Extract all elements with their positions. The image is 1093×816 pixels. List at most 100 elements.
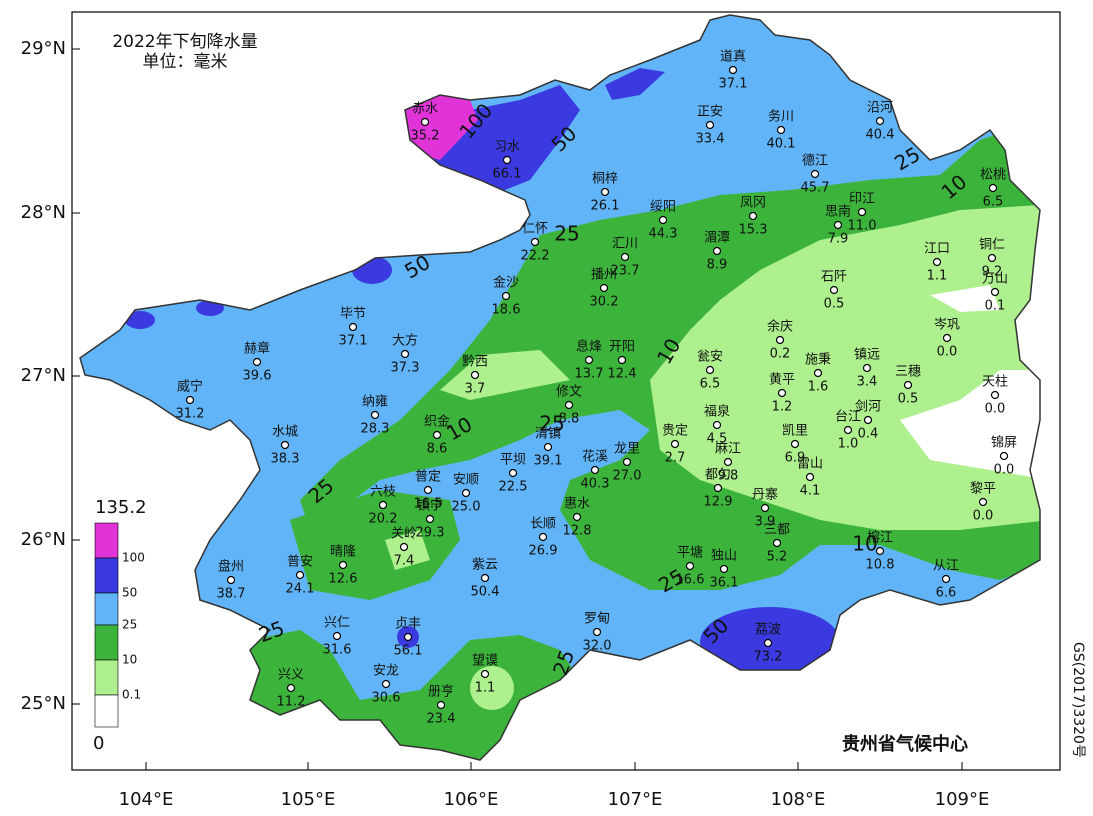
station-dot [978, 497, 988, 507]
station-dot [403, 632, 413, 642]
station-dot [590, 465, 600, 475]
legend-level: 50 [122, 586, 137, 600]
contour-label: 25 [539, 412, 564, 436]
station-value: 27.0 [613, 469, 642, 484]
station-dot [728, 65, 738, 75]
station-value: 50.4 [471, 585, 500, 600]
station-value: 8.6 [427, 442, 448, 457]
station-value: 22.5 [499, 480, 528, 495]
station-name: 正安 [697, 105, 723, 120]
station-dot [833, 220, 843, 230]
station-dot [772, 538, 782, 548]
station-name: 独山 [711, 549, 737, 564]
station-name: 印江 [849, 192, 875, 207]
legend-max: 135.2 [95, 497, 147, 518]
station-dot [381, 679, 391, 689]
lon-label: 105°E [281, 789, 336, 810]
station-value: 10.8 [866, 558, 895, 573]
field-0-10 [385, 530, 430, 570]
credit: 贵州省气候中心 [842, 733, 968, 755]
station-value: 31.2 [176, 407, 205, 422]
station-dot [723, 457, 733, 467]
station-name: 务川 [768, 109, 794, 125]
legend-level: 25 [122, 618, 137, 632]
station-dot [400, 349, 410, 359]
field-0 [930, 285, 1000, 312]
station-value: 30.2 [590, 295, 619, 310]
station-name: 雷山 [797, 457, 823, 472]
station-dot [670, 439, 680, 449]
station-value: 0.4 [858, 427, 879, 442]
station-dot [286, 683, 296, 693]
station-value: 37.1 [719, 77, 748, 92]
station-value: 0.5 [824, 297, 845, 312]
station-value: 0.5 [898, 392, 919, 407]
station-name: 安顺 [453, 473, 479, 488]
station-value: 39.1 [534, 454, 563, 469]
station-dot [863, 415, 873, 425]
station-name: 从江 [933, 559, 959, 574]
field-0-10 [440, 350, 570, 400]
station-name: 黎平 [970, 482, 996, 497]
station-dot [713, 483, 723, 493]
station-name: 凯里 [782, 424, 808, 439]
station-name: 凤冈 [740, 196, 766, 211]
station-dot [538, 532, 548, 542]
station-value: 23.4 [427, 712, 456, 727]
station-value: 8.9 [707, 258, 728, 273]
station-name: 麻江 [715, 442, 741, 457]
station-dot [658, 215, 668, 225]
field-50-100 [605, 68, 665, 100]
station-value: 26.9 [529, 544, 558, 559]
station-value: 16.6 [676, 573, 705, 588]
station-value: 40.3 [581, 477, 610, 492]
station-dot [185, 395, 195, 405]
station-name: 丹寨 [752, 487, 778, 503]
station-dot [338, 560, 348, 570]
station-dot [480, 573, 490, 583]
station-value: 25.0 [452, 500, 481, 515]
station-name: 罗甸 [584, 612, 610, 627]
station-dot [999, 451, 1009, 461]
station-value: 9.2 [982, 265, 1003, 280]
station-value: 1.2 [772, 400, 793, 415]
station-value: 13.7 [575, 367, 604, 382]
lon-label: 104°E [119, 789, 174, 810]
station-name: 镇远 [854, 348, 880, 363]
station-dot [857, 207, 867, 217]
station-dot [843, 425, 853, 435]
station-name: 册亨 [428, 684, 454, 700]
lat-label: 29°N [21, 38, 66, 59]
station-value: 22.2 [521, 249, 550, 264]
station-dot [990, 287, 1000, 297]
station-name: 岑巩 [934, 318, 960, 333]
legend-swatch [94, 592, 119, 626]
station-value: 73.2 [754, 650, 783, 665]
station-value: 37.1 [339, 334, 368, 349]
station-value: 12.9 [704, 495, 733, 510]
station-name: 习水 [494, 140, 520, 155]
station-name: 万山 [982, 272, 1008, 287]
station-dot [712, 246, 722, 256]
station-name: 贞丰 [395, 617, 421, 632]
station-name: 赫章 [244, 341, 270, 357]
station-name: 普安 [287, 555, 313, 570]
legend-swatch [94, 522, 119, 559]
station-name: 息烽 [576, 339, 602, 355]
station-dot [813, 368, 823, 378]
station-dot [988, 183, 998, 193]
station-name: 瓮安 [697, 350, 723, 365]
station-dot [932, 257, 942, 267]
station-dot [592, 627, 602, 637]
station-value: 0.0 [994, 463, 1015, 478]
station-value: 31.6 [323, 643, 352, 658]
station-name: 松桃 [980, 168, 1006, 183]
station-dot [875, 546, 885, 556]
station-name: 长顺 [530, 517, 556, 532]
station-value: 20.2 [369, 512, 398, 527]
station-name: 开阳 [609, 340, 635, 355]
station-name: 水城 [272, 425, 298, 440]
station-dot [622, 457, 632, 467]
